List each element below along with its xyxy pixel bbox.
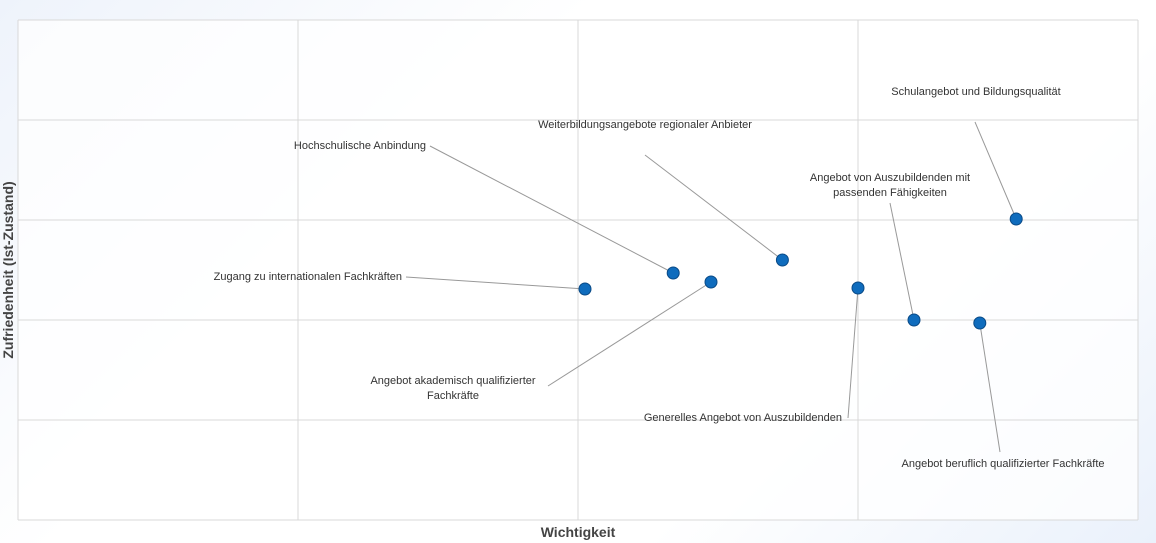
- point: [973, 316, 987, 330]
- point-label: Generelles Angebot von Auszubildenden: [643, 412, 842, 424]
- leader-line: [429, 145, 674, 274]
- leader-line: [405, 276, 586, 290]
- point: [704, 275, 718, 289]
- y-axis-title: Zufriedenheit (Ist-Zustand): [0, 181, 16, 358]
- leader-line: [979, 322, 1001, 453]
- point: [775, 253, 789, 267]
- point-label: Angebot akademisch qualifizierter Fachkr…: [370, 375, 536, 402]
- point-label: Zugang zu internationalen Fachkräften: [213, 271, 402, 283]
- point: [851, 281, 865, 295]
- point: [1009, 212, 1023, 226]
- point-label: Angebot von Auszubildenden mit passenden…: [809, 172, 971, 199]
- leader-line: [889, 202, 915, 321]
- point-label: Weiterbildungsangebote regionaler Anbiet…: [538, 119, 752, 131]
- point-label: Angebot beruflich qualifizierter Fachkrä…: [901, 458, 1105, 470]
- point-label: Schulangebot und Bildungsqualität: [891, 86, 1061, 98]
- x-axis-title: Wichtigkeit: [541, 524, 616, 540]
- leader-line: [547, 281, 712, 387]
- point: [666, 266, 680, 280]
- point: [578, 282, 592, 296]
- point-label: Hochschulische Anbindung: [293, 140, 426, 152]
- leader-line: [974, 121, 1017, 220]
- leader-line: [644, 154, 783, 261]
- point: [907, 313, 921, 327]
- leader-line: [847, 287, 859, 419]
